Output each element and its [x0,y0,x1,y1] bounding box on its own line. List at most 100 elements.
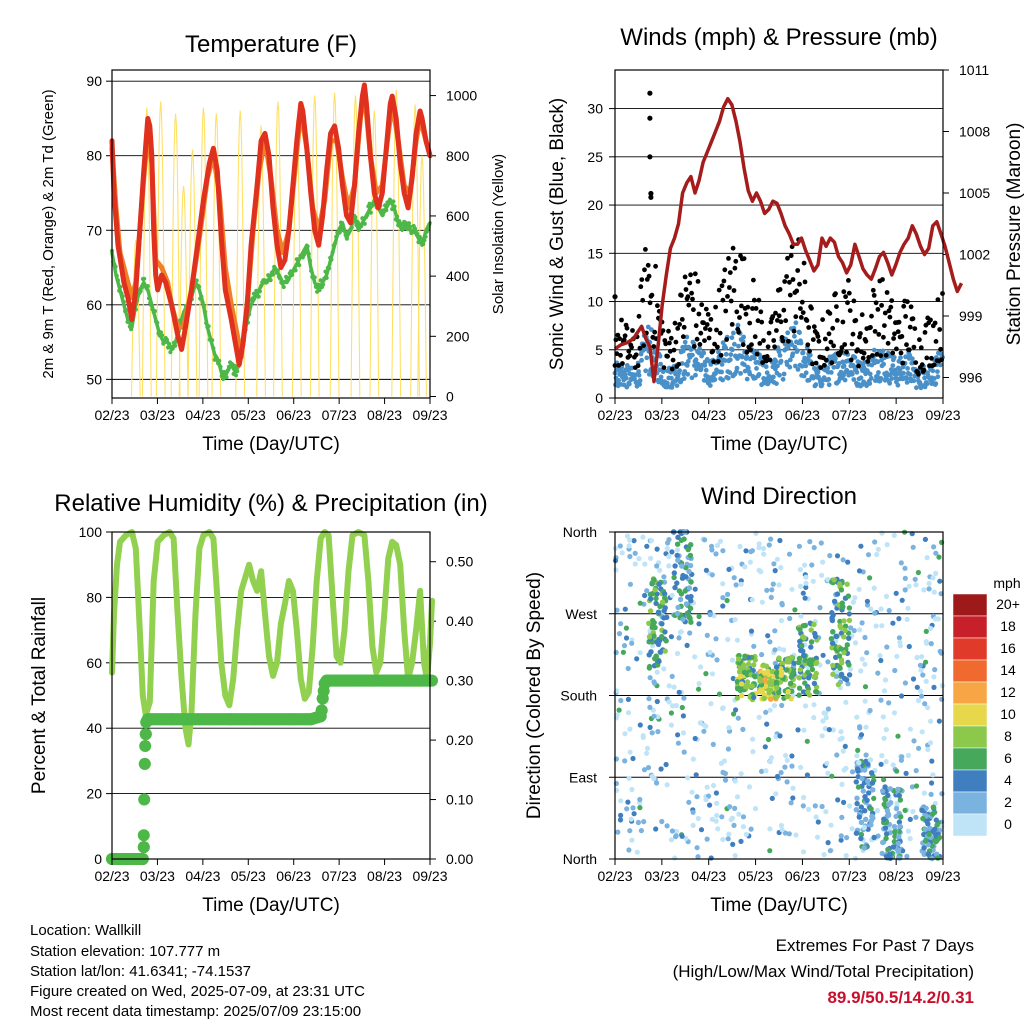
rh-series [109,529,435,748]
direction-point [651,713,657,719]
direction-point [710,741,716,748]
direction-point [834,752,840,758]
gust-point [622,333,628,339]
direction-point [687,630,693,636]
dewpoint-point [394,214,400,219]
gust-point [775,318,780,323]
direction-point [676,635,682,641]
direction-point [932,667,938,673]
dewpoint-point [225,368,230,373]
direction-point [922,826,929,832]
direction-point [767,707,773,713]
direction-point [846,617,853,624]
direction-point [735,686,741,692]
direction-point [737,673,744,680]
direction-point [738,771,744,777]
direction-point [740,814,747,820]
direction-point [881,735,887,741]
direction-point [820,559,826,565]
direction-point [838,729,844,735]
dewpoint-point [124,308,129,313]
direction-point [740,824,747,830]
direction-point [928,791,934,798]
direction-point [642,561,648,567]
direction-point [811,545,817,551]
direction-point [880,788,886,794]
wind-point [723,345,729,351]
direction-point [914,684,920,690]
direction-point [669,549,675,555]
direction-point [748,628,755,634]
direction-point [833,633,839,639]
direction-point [811,621,817,628]
gust-point [921,367,927,373]
direction-point [885,792,891,799]
direction-point [617,543,623,549]
direction-point [725,836,731,842]
direction-point [923,659,929,665]
direction-point [936,834,943,841]
direction-point [777,537,783,544]
gust-point [626,348,632,354]
direction-point [925,842,931,848]
y2-tick-label: 200 [446,328,470,344]
direction-point [679,833,685,839]
y2-tick-label: 1008 [959,124,990,140]
y2-tick-label: 400 [446,268,470,284]
direction-point [626,847,632,853]
direction-point [661,615,667,621]
direction-point [647,704,653,711]
direction-point [645,765,652,771]
gust-point [913,360,919,365]
dewpoint-point [142,276,147,281]
gust-point [882,310,888,316]
direction-point [654,698,660,705]
direction-point [624,806,630,812]
solar-series [211,113,222,397]
direction-point [666,563,672,569]
wind-point [825,365,831,371]
y-tick-label: South [560,688,597,704]
direction-point [831,598,838,604]
direction-point [781,647,787,653]
direction-point [883,759,889,765]
direction-point [659,599,666,605]
direction-point [736,656,742,662]
dewpoint-point [113,264,118,269]
direction-point [634,656,640,662]
direction-point [801,727,807,733]
direction-point [869,780,876,786]
wind-point [742,368,748,374]
x-axis-label: Time (Day/UTC) [202,434,340,455]
x-tick-label: 04/23 [691,407,726,423]
direction-point [627,828,633,834]
gust-point [871,293,877,298]
direction-point [907,726,914,732]
direction-point [666,683,672,689]
direction-point [899,597,905,603]
direction-point [896,792,902,799]
solar-series [178,185,189,397]
direction-point [627,553,633,560]
direction-point [731,575,737,581]
gust-point [802,279,808,285]
wind-point [732,341,737,347]
direction-point [686,799,692,805]
direction-point [626,543,632,549]
direction-point [936,718,943,724]
precip-point [141,713,154,726]
direction-point [649,580,655,586]
direction-point [696,686,702,692]
wind-point [803,370,809,376]
direction-point [648,555,654,561]
gust-point [697,342,703,347]
direction-point [622,758,628,764]
direction-point [937,648,943,655]
gust-point [749,342,754,347]
y-tick-label: 50 [86,371,102,387]
direction-point [829,640,836,646]
direction-point [731,711,737,717]
gust-point [679,293,684,298]
wind-point [638,351,644,357]
direction-point [813,689,820,695]
